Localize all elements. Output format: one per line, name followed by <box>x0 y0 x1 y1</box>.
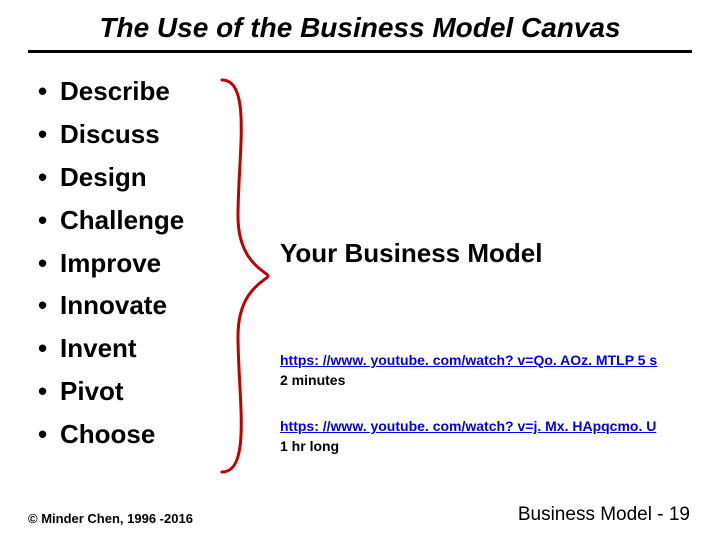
youtube-link-2[interactable]: https: //www. youtube. com/watch? v=j. M… <box>280 418 656 434</box>
title-underline <box>28 50 692 53</box>
list-item: Challenge <box>38 199 184 242</box>
page-label: Business Model - <box>518 504 669 525</box>
brace-path <box>222 80 268 472</box>
link-block-1: https: //www. youtube. com/watch? v=Qo. … <box>280 352 657 388</box>
bullet-list: Describe Discuss Design Challenge Improv… <box>38 70 184 456</box>
curly-brace-icon <box>212 76 272 476</box>
list-item: Discuss <box>38 113 184 156</box>
list-item: Design <box>38 156 184 199</box>
list-item: Describe <box>38 70 184 113</box>
link-block-2: https: //www. youtube. com/watch? v=j. M… <box>280 418 656 454</box>
copyright: © Minder Chen, 1996 -2016 <box>28 511 193 526</box>
list-item: Pivot <box>38 370 184 413</box>
slide-title: The Use of the Business Model Canvas <box>0 12 720 44</box>
youtube-link-1[interactable]: https: //www. youtube. com/watch? v=Qo. … <box>280 352 657 368</box>
link-note-2: 1 hr long <box>280 438 656 454</box>
page-number: Business Model - 19 <box>518 504 690 526</box>
list-item: Improve <box>38 242 184 285</box>
list-item: Invent <box>38 327 184 370</box>
page-number-value: 19 <box>669 504 690 525</box>
right-heading: Your Business Model <box>280 238 542 269</box>
list-item: Innovate <box>38 284 184 327</box>
list-item: Choose <box>38 413 184 456</box>
link-note-1: 2 minutes <box>280 372 657 388</box>
